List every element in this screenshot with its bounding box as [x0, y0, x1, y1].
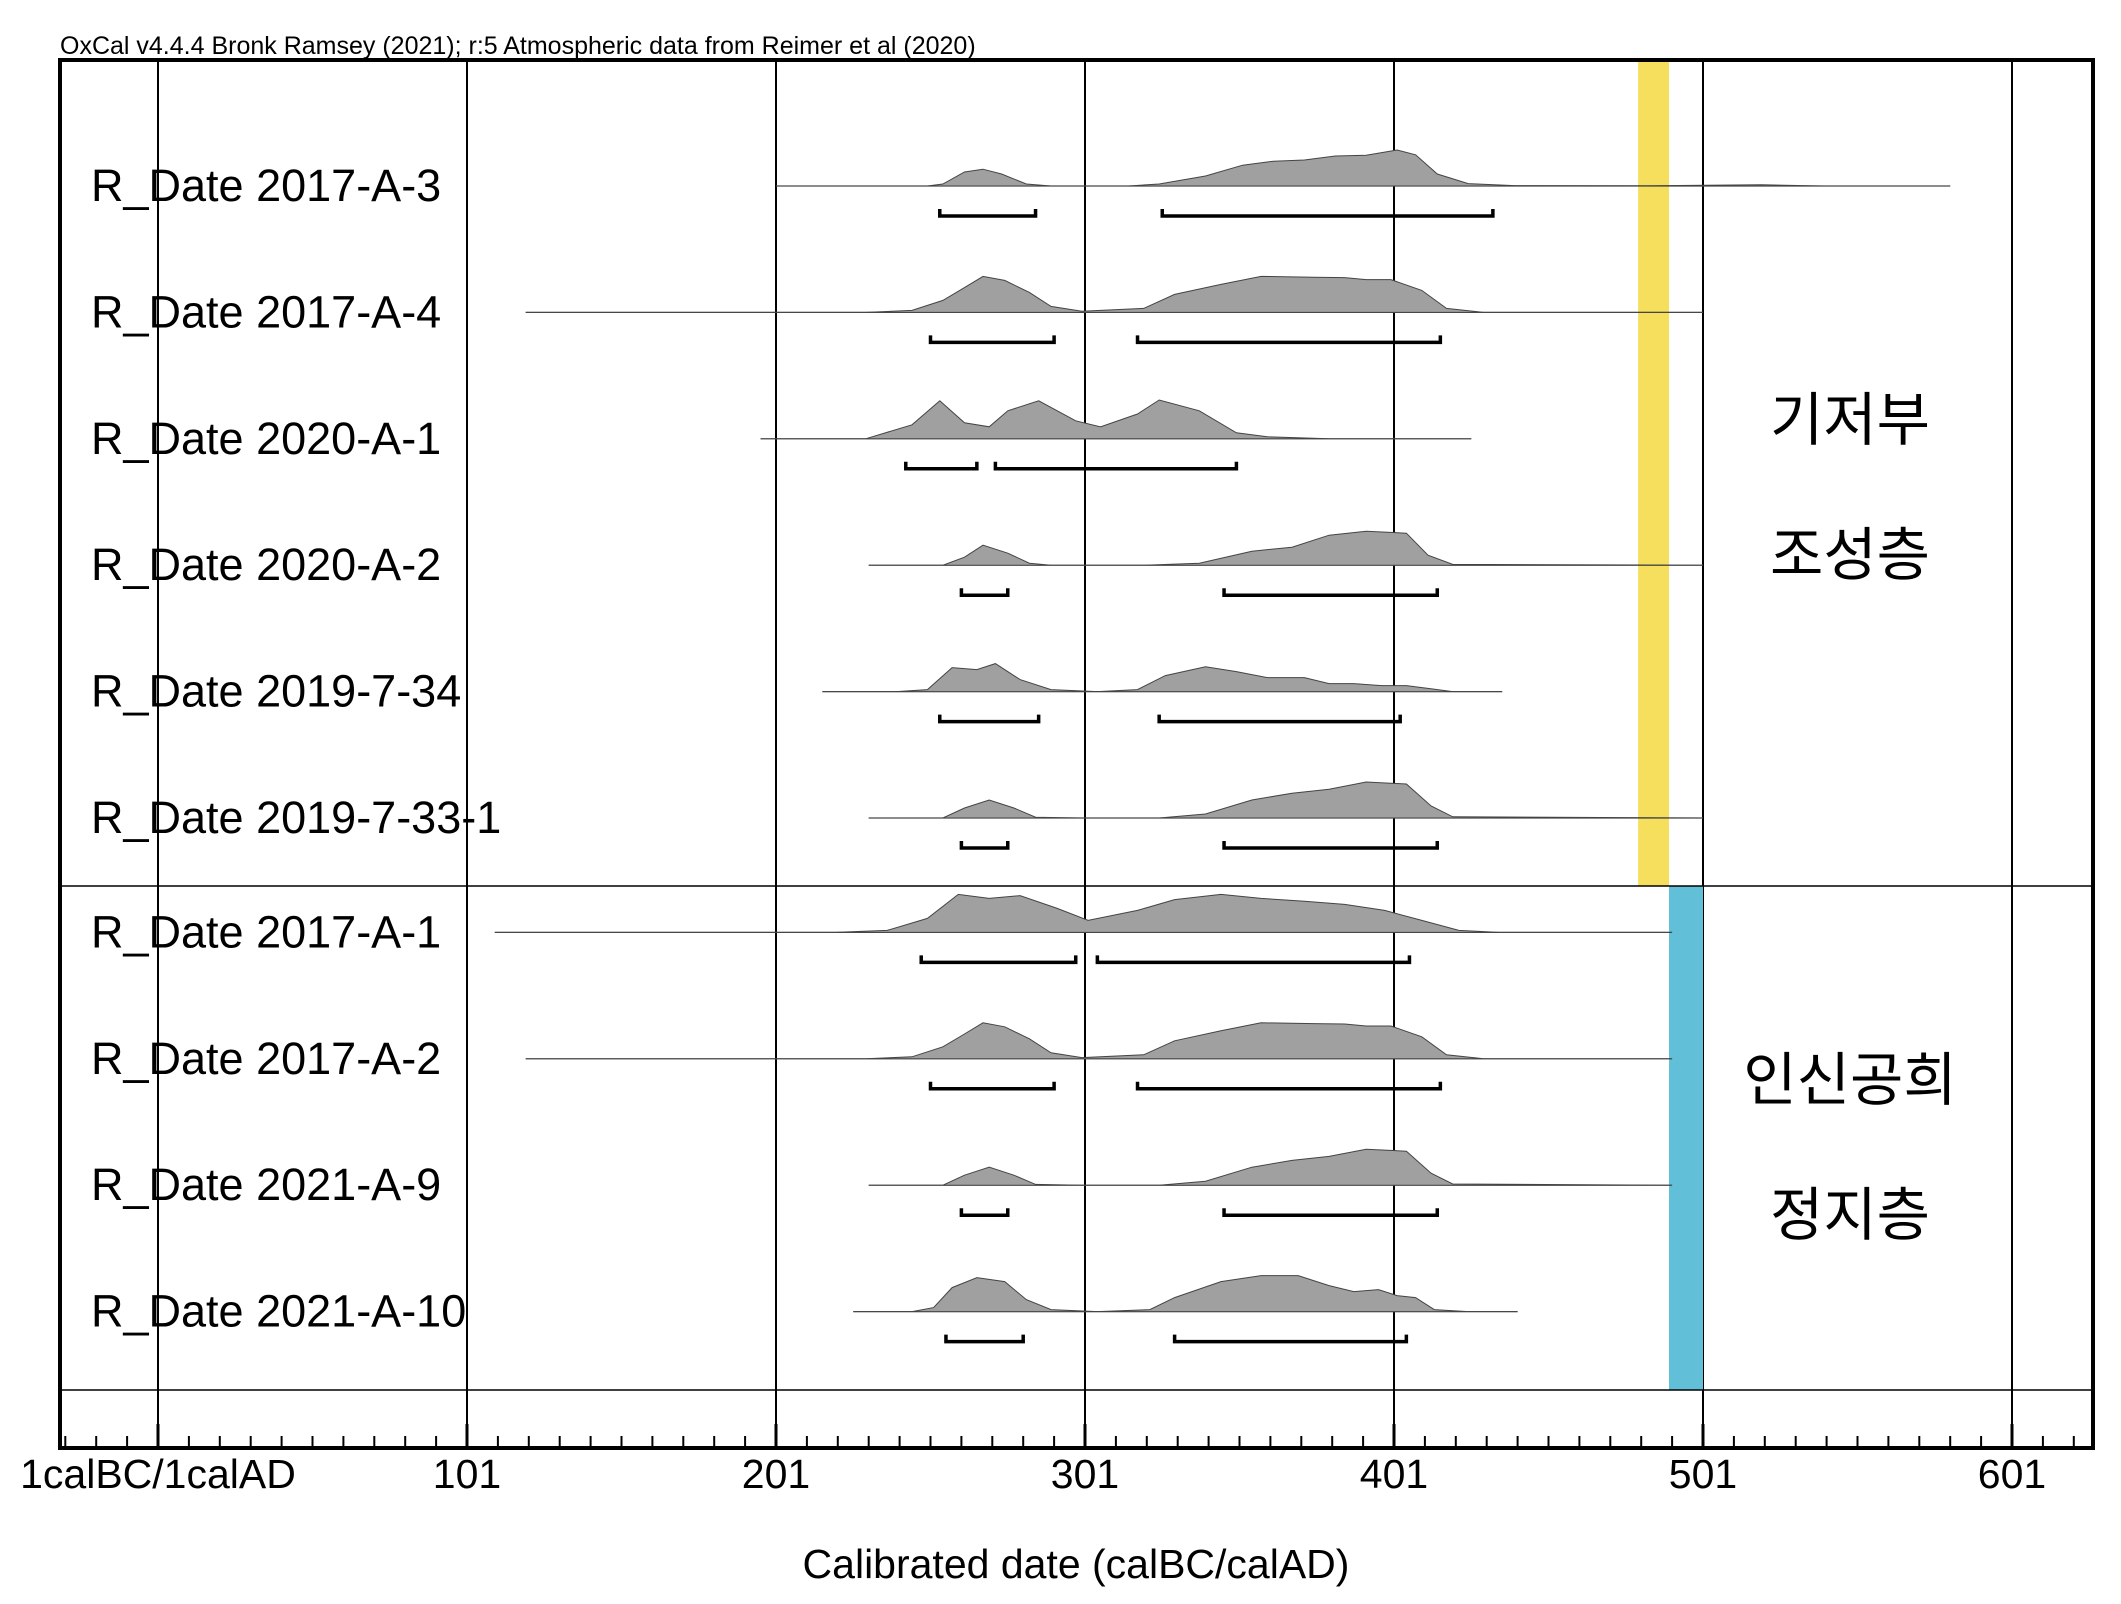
group-bar-0	[1638, 60, 1670, 886]
gridlines	[157, 60, 2013, 1448]
credit-text: OxCal v4.4.4 Bronk Ramsey (2021); r:5 At…	[60, 32, 976, 60]
series-label-9: R_Date 2021-A-10	[91, 1286, 466, 1337]
series-7: R_Date 2017-A-2	[91, 1022, 1673, 1091]
series-distribution-8	[868, 1148, 1673, 1186]
group-label-1-1: 정지층	[1770, 1181, 1930, 1249]
series-label-4: R_Date 2019-7-34	[91, 666, 461, 717]
group-label-1-0: 인신공희	[1743, 1046, 1956, 1114]
tick-label-4: 401	[1360, 1451, 1428, 1497]
tick-label-3: 301	[1051, 1451, 1119, 1497]
range-bar-3-1	[1222, 588, 1440, 597]
range-bar-2-1	[993, 461, 1239, 471]
range-bar-9-1	[1172, 1334, 1409, 1344]
range-bar-1-1	[1135, 335, 1443, 345]
series-9: R_Date 2021-A-10	[91, 1275, 1518, 1344]
series-4: R_Date 2019-7-34	[91, 663, 1503, 724]
series-label-0: R_Date 2017-A-3	[91, 160, 441, 211]
tick-label-2: 201	[742, 1451, 810, 1497]
range-bar-5-1	[1222, 841, 1440, 850]
range-bar-7-1	[1135, 1081, 1443, 1091]
range-bar-6-1	[1095, 955, 1412, 965]
range-bar-1-0	[928, 335, 1056, 345]
series-5: R_Date 2019-7-33-1	[91, 781, 1704, 850]
range-bar-2-0	[904, 461, 979, 471]
series-8: R_Date 2021-A-9	[91, 1148, 1673, 1217]
series-distribution-0	[776, 149, 1951, 187]
series-layer: R_Date 2017-A-3 R_Date 2017-A-4 R_Date 202…	[91, 149, 1951, 1344]
x-axis: 1calBC/1calAD 101 201 301 401 501 601	[20, 1424, 2075, 1497]
group-bars	[1638, 60, 1703, 1390]
series-1: R_Date 2017-A-4	[91, 275, 1703, 345]
series-distribution-5	[868, 781, 1704, 819]
range-bar-0-1	[1160, 209, 1495, 218]
series-label-3: R_Date 2020-A-2	[91, 539, 441, 590]
group-label-0-1: 조성층	[1770, 521, 1930, 589]
series-distribution-6	[494, 893, 1673, 933]
group-separators	[60, 885, 2093, 1391]
series-3: R_Date 2020-A-2	[91, 530, 1704, 597]
tick-label-6: 601	[1978, 1451, 2046, 1497]
series-distribution-2	[760, 399, 1472, 440]
series-2: R_Date 2020-A-1	[91, 399, 1472, 471]
tick-label-1: 101	[433, 1451, 501, 1497]
series-distribution-3	[868, 530, 1704, 566]
series-label-8: R_Date 2021-A-9	[91, 1159, 441, 1210]
x-axis-label: Calibrated date (calBC/calAD)	[803, 1541, 1350, 1587]
group-bar-1	[1669, 886, 1703, 1390]
range-bar-6-0	[919, 955, 1078, 965]
range-bar-0-0	[938, 209, 1038, 218]
group-label-0-0: 기저부	[1770, 386, 1930, 454]
series-label-1: R_Date 2017-A-4	[91, 286, 441, 337]
series-6: R_Date 2017-A-1	[91, 893, 1673, 965]
series-distribution-1	[525, 275, 1703, 313]
series-distribution-7	[525, 1022, 1673, 1060]
series-label-6: R_Date 2017-A-1	[91, 906, 441, 957]
range-bar-4-1	[1157, 714, 1402, 724]
range-bar-9-0	[944, 1334, 1025, 1344]
range-bar-8-1	[1222, 1208, 1440, 1217]
range-bar-4-0	[938, 714, 1041, 724]
range-bar-8-0	[959, 1208, 1010, 1217]
range-bar-3-0	[959, 588, 1010, 597]
range-bar-5-0	[959, 841, 1010, 850]
series-distribution-9	[853, 1275, 1518, 1313]
series-label-7: R_Date 2017-A-2	[91, 1033, 441, 1084]
series-0: R_Date 2017-A-3	[91, 149, 1951, 218]
tick-label-5: 501	[1669, 1451, 1737, 1497]
series-distribution-4	[822, 663, 1503, 693]
series-label-5: R_Date 2019-7-33-1	[91, 792, 501, 843]
series-label-2: R_Date 2020-A-1	[91, 413, 441, 464]
tick-label-0: 1calBC/1calAD	[20, 1451, 296, 1497]
plot-frame	[58, 58, 2095, 1450]
range-bar-7-0	[928, 1081, 1056, 1091]
